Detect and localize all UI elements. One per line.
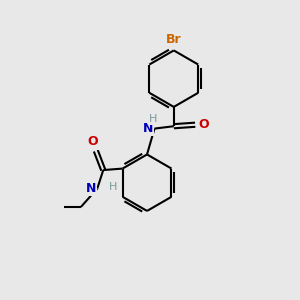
Text: N: N — [85, 182, 96, 195]
Text: N: N — [142, 122, 153, 135]
Text: H: H — [109, 182, 117, 192]
Text: O: O — [198, 118, 209, 131]
Text: Br: Br — [166, 33, 182, 46]
Text: H: H — [149, 114, 157, 124]
Text: O: O — [87, 135, 98, 148]
